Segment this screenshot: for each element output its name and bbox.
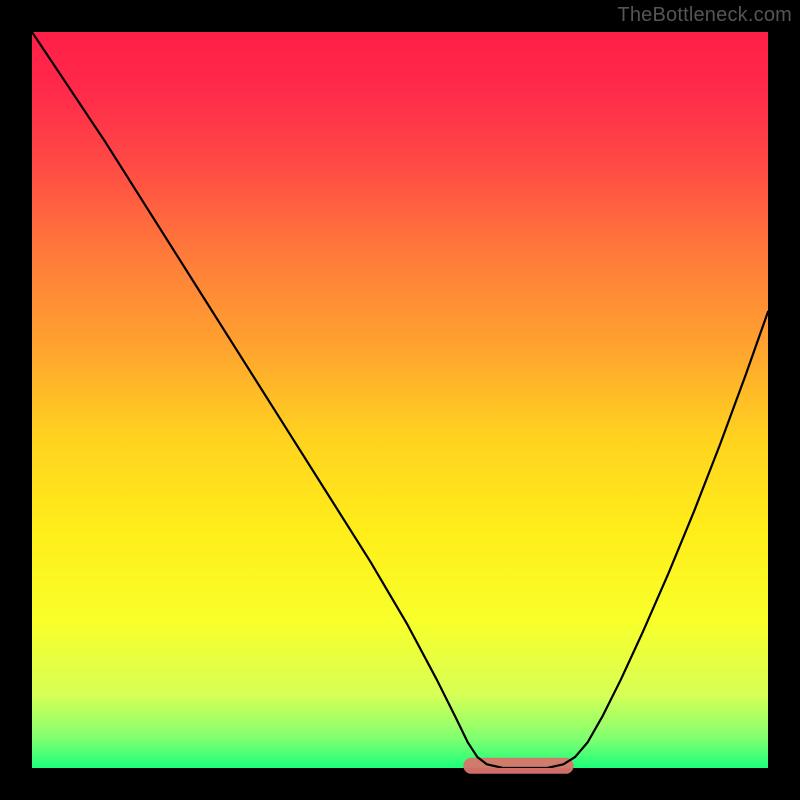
bottleneck-chart — [0, 0, 800, 800]
chart-background-gradient — [32, 32, 768, 768]
chart-container: TheBottleneck.com — [0, 0, 800, 800]
watermark-text: TheBottleneck.com — [617, 4, 792, 27]
